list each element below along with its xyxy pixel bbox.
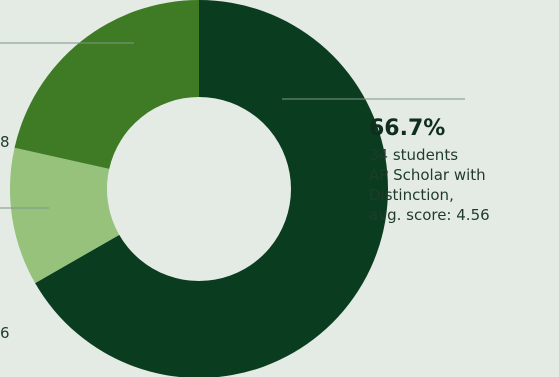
slice-0 (35, 0, 388, 377)
slice-1-label-line-0: 6 (0, 324, 10, 342)
slice-1 (9, 147, 120, 284)
slice-2 (14, 0, 200, 169)
slice-2-label-line-0: 8 (0, 133, 10, 151)
slice-0-label-line-2: Distinction, (369, 186, 454, 204)
slice-0-label-line-3: avg. score: 4.56 (369, 206, 490, 224)
slices (9, 0, 388, 377)
slice-labels: 66.7% 34 students AP Scholar with Distincti… (0, 116, 490, 342)
slice-0-label-line-0: 34 students (369, 146, 458, 164)
slice-0-percent: 66.7% (369, 116, 445, 141)
leader-lines (0, 42, 465, 209)
slice-0-label-line-1: AP Scholar with (369, 166, 486, 184)
